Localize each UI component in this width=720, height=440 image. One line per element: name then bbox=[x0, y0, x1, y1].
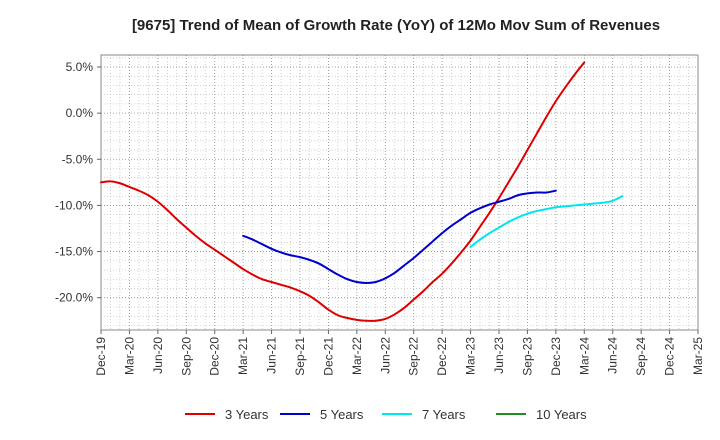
x-tick-label: Jun-20 bbox=[151, 337, 165, 374]
legend-label-3-years: 3 Years bbox=[225, 407, 269, 422]
y-tick-label: -20.0% bbox=[55, 291, 93, 305]
x-tick-label: Mar-20 bbox=[122, 337, 136, 375]
legend-label-5-years: 5 Years bbox=[320, 407, 364, 422]
series-line-3-years bbox=[100, 61, 586, 322]
x-tick-label: Dec-23 bbox=[549, 337, 563, 376]
legend-label-10-years: 10 Years bbox=[536, 407, 587, 422]
series-lines bbox=[100, 61, 624, 322]
x-tick-label: Sep-23 bbox=[520, 337, 534, 376]
x-tick-label: Dec-21 bbox=[321, 337, 335, 376]
series-line-7-years bbox=[469, 195, 624, 248]
x-tick-label: Dec-19 bbox=[94, 337, 108, 376]
x-tick-label: Mar-25 bbox=[691, 337, 705, 375]
x-tick-label: Sep-21 bbox=[293, 337, 307, 376]
x-tick-label: Dec-20 bbox=[208, 337, 222, 376]
y-tick-label: 5.0% bbox=[66, 60, 94, 74]
x-tick-label: Sep-20 bbox=[179, 337, 193, 376]
x-tick-label: Dec-22 bbox=[435, 337, 449, 376]
x-tick-label: Jun-23 bbox=[492, 337, 506, 374]
plot-area bbox=[100, 54, 699, 331]
y-tick-label: -10.0% bbox=[55, 198, 93, 212]
x-tick-label: Mar-21 bbox=[236, 337, 250, 375]
x-tick-label: Jun-24 bbox=[606, 337, 620, 374]
x-tick-label: Dec-24 bbox=[663, 337, 677, 376]
y-axis: 5.0% 0.0% -5.0% -10.0% -15.0% -20.0% bbox=[55, 60, 101, 305]
x-tick-label: Jun-21 bbox=[265, 337, 279, 374]
x-tick-label: Jun-22 bbox=[378, 337, 392, 374]
y-tick-label: -15.0% bbox=[55, 245, 93, 259]
y-tick-label: -5.0% bbox=[62, 152, 94, 166]
legend-label-7-years: 7 Years bbox=[422, 407, 466, 422]
chart-title: [9675] Trend of Mean of Growth Rate (YoY… bbox=[132, 17, 660, 34]
x-axis: Dec-19 Mar-20 Jun-20 Sep-20 Dec-20 Mar-21 Jun-… bbox=[94, 330, 705, 376]
x-tick-label: Sep-22 bbox=[407, 337, 421, 376]
x-tick-label: Sep-24 bbox=[634, 337, 648, 376]
legend: 3 Years 5 Years 7 Years 10 Years bbox=[185, 407, 587, 422]
grid-lines bbox=[101, 55, 698, 330]
x-tick-label: Mar-24 bbox=[577, 337, 591, 375]
y-tick-label: 0.0% bbox=[66, 106, 94, 120]
series-line-5-years bbox=[242, 189, 557, 284]
x-tick-label: Mar-23 bbox=[464, 337, 478, 375]
x-tick-label: Mar-22 bbox=[350, 337, 364, 375]
